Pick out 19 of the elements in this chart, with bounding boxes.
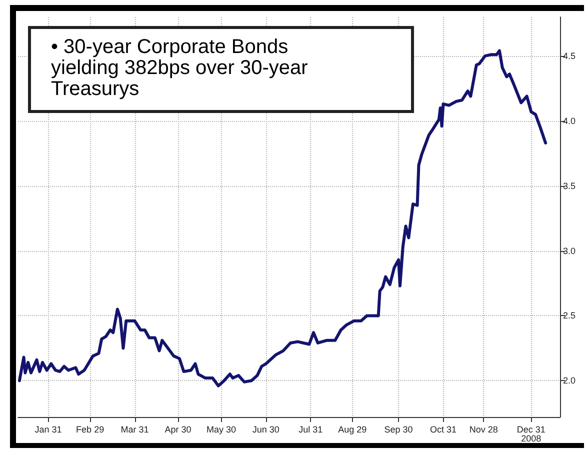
text-box: • 30-year Corporate Bonds yielding 382bps over 30-year Treasurys bbox=[28, 26, 414, 113]
x-tick-label: Jan 31 bbox=[34, 424, 62, 434]
x-tick-label: Feb 29 bbox=[76, 424, 104, 434]
x-tick-label: May 30 bbox=[206, 424, 236, 434]
x-tick-label: Sep 30 bbox=[384, 424, 413, 434]
x-tick-label: Oct 31 bbox=[430, 424, 456, 434]
y-tick-label: 4.0 bbox=[563, 116, 576, 126]
x-tick-label: Dec 31 2008 bbox=[516, 424, 546, 444]
y-tick-label: 4.5 bbox=[563, 50, 576, 61]
y-tick-label: 3.5 bbox=[563, 180, 576, 191]
x-tick-label: Jun 30 bbox=[252, 424, 280, 434]
x-tick-label: Jul 31 bbox=[298, 424, 323, 434]
x-tick-label: Mar 31 bbox=[120, 424, 149, 434]
y-tick-label: 2.0 bbox=[563, 376, 576, 386]
x-tick-label: Apr 30 bbox=[164, 424, 192, 434]
x-tick-label: Aug 29 bbox=[338, 424, 367, 434]
y-tick-label: 2.5 bbox=[563, 310, 576, 321]
y-tick-label: 3.0 bbox=[563, 246, 576, 256]
x-tick-label: Nov 28 bbox=[469, 424, 498, 434]
